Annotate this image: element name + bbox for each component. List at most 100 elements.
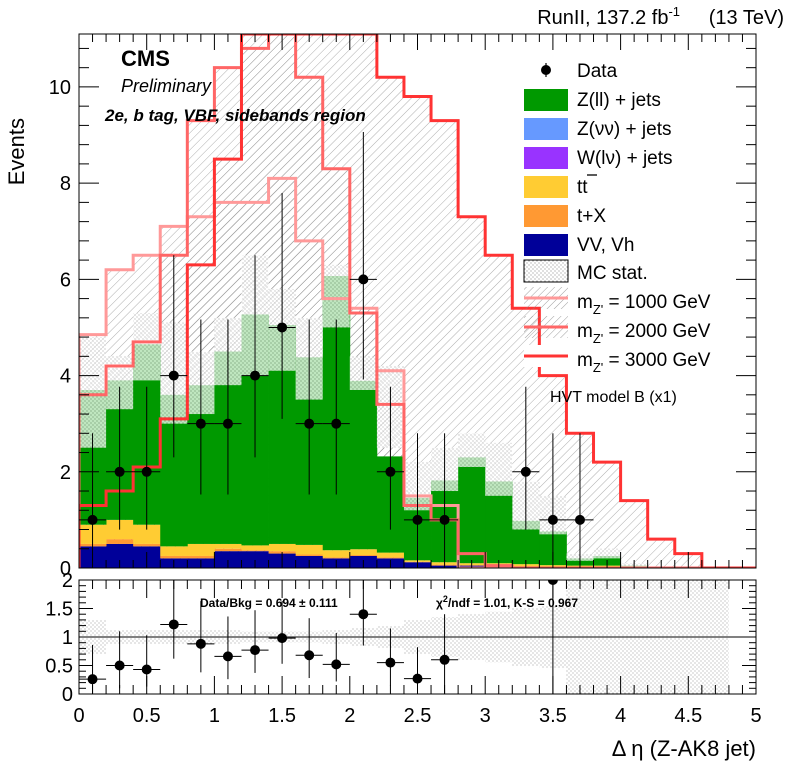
- ratio-point: [304, 650, 314, 660]
- legend-zll: Z(ll) + jets: [524, 89, 661, 111]
- stack-bar-tx: [350, 555, 377, 556]
- ratio-point: [385, 658, 395, 668]
- data-point: [413, 515, 423, 525]
- svg-text:t+X: t+X: [577, 206, 606, 227]
- mc-stat-band: [485, 443, 512, 496]
- mc-stat-band: [458, 433, 485, 467]
- legend-tt: tt: [524, 175, 597, 198]
- svg-text:MC stat.: MC stat.: [577, 263, 648, 284]
- data-point: [521, 467, 531, 477]
- mc-stat-band: [133, 313, 160, 380]
- main-ytick-label: 2: [60, 462, 71, 484]
- ratio-point: [115, 661, 125, 671]
- data-point: [169, 371, 179, 381]
- svg-text:W(lν) + jets: W(lν) + jets: [577, 148, 673, 169]
- svg-text:mZ' = 3000 GeV: mZ' = 3000 GeV: [577, 350, 711, 375]
- energy-label: (13 TeV): [709, 7, 784, 29]
- svg-text:mZ' = 2000 GeV: mZ' = 2000 GeV: [577, 321, 711, 346]
- svg-text:tt: tt: [577, 177, 588, 198]
- ratio-xtick-label: 5: [750, 705, 761, 727]
- legend-tx: t+X: [524, 205, 606, 227]
- ratio-xtick-label: 3.5: [539, 705, 567, 727]
- ratio-ytick-label: 0: [62, 684, 73, 706]
- lumi-label: RunII, 137.2 fb-1: [537, 4, 680, 29]
- stack-bar-tx: [160, 556, 187, 558]
- ratio-chi2: χ2/ndf = 1.01, K-S = 0.967: [436, 594, 578, 610]
- data-point: [223, 419, 233, 429]
- mc-stat-band: [323, 265, 350, 328]
- stack-bar-tx: [241, 550, 268, 551]
- ratio-ytick-label: 1: [62, 627, 73, 649]
- legend: Data Z(ll) + jets Z(νν) + jets W(lν) + j…: [524, 61, 711, 406]
- ratio-point: [440, 655, 450, 665]
- main-ytick-label: 6: [60, 269, 71, 291]
- stack-bar-tx: [106, 539, 133, 544]
- ratio-point: [331, 659, 341, 669]
- legend-sig1: mZ' = 1000 GeV: [524, 287, 711, 317]
- svg-text:mZ' = 1000 GeV: mZ' = 1000 GeV: [577, 292, 711, 317]
- stack-bar-tt: [160, 546, 187, 556]
- ratio-ytick-label: 2: [62, 570, 73, 592]
- ratio-point: [358, 609, 368, 619]
- mc-stat-band: [79, 337, 106, 448]
- stack-bar-tx: [187, 556, 214, 558]
- x-axis-title: Δ η (Z-AK8 jet): [612, 736, 756, 761]
- legend-wln: W(lν) + jets: [524, 147, 673, 169]
- ratio-point: [250, 645, 260, 655]
- stack-bar-zll: [350, 381, 377, 549]
- legend-vv: VV, Vh: [524, 234, 634, 256]
- legend-data: Data: [541, 61, 618, 82]
- main-ytick-label: 10: [49, 77, 71, 99]
- stack-bar-tx: [377, 557, 404, 558]
- mc-stat-band: [594, 549, 621, 559]
- ratio-ytick-label: 1.5: [45, 599, 73, 621]
- data-point: [304, 419, 314, 429]
- stack-bar-tx: [296, 555, 323, 556]
- ratio-xtick-label: 2.5: [404, 705, 432, 727]
- ratio-point: [88, 674, 98, 684]
- data-point: [358, 274, 368, 284]
- legend-mcstat: MC stat.: [524, 260, 648, 284]
- data-point: [250, 371, 260, 381]
- legend-sig2: mZ' = 2000 GeV: [524, 316, 711, 346]
- region-label: 2e, b tag, VBF, sidebands region: [104, 106, 366, 125]
- svg-text:VV, Vh: VV, Vh: [577, 235, 634, 256]
- ratio-xtick-label: 4: [615, 705, 626, 727]
- y-axis-title: Events: [4, 118, 29, 185]
- ratio-xtick-label: 1.5: [268, 705, 296, 727]
- svg-text:Z(νν) + jets: Z(νν) + jets: [577, 119, 671, 140]
- stack-bar-tt: [269, 544, 296, 551]
- ratio-ytick-label: 0.5: [45, 656, 73, 678]
- stack-bar-tt: [214, 544, 241, 549]
- data-point: [575, 515, 585, 525]
- legend-sig3: mZ' = 3000 GeV: [524, 345, 711, 375]
- stack-bar-tx: [133, 544, 160, 546]
- data-point: [385, 467, 395, 477]
- svg-text:Z(ll) + jets: Z(ll) + jets: [577, 90, 661, 111]
- data-point: [196, 419, 206, 429]
- stack-bar-tt: [187, 544, 214, 556]
- data-point: [277, 322, 287, 332]
- data-point: [548, 515, 558, 525]
- ratio-xtick-label: 1: [209, 705, 220, 727]
- data-point: [88, 515, 98, 525]
- preliminary-label: Preliminary: [121, 76, 212, 96]
- ratio-xtick-label: 3: [480, 705, 491, 727]
- main-ytick-label: 4: [60, 366, 71, 388]
- ratio-xtick-label: 0.5: [133, 705, 161, 727]
- ratio-point: [277, 633, 287, 643]
- ratio-xtick-label: 4.5: [674, 705, 702, 727]
- data-point: [142, 467, 152, 477]
- data-point: [331, 419, 341, 429]
- stack-bar-zll: [458, 457, 485, 563]
- stack-bar-tt: [350, 549, 377, 555]
- ratio-point: [169, 619, 179, 629]
- stack-bar-tx: [323, 557, 350, 558]
- stack-bar-tt: [377, 553, 404, 558]
- ratio-xtick-label: 2: [344, 705, 355, 727]
- stack-bar-tt: [323, 550, 350, 557]
- legend-znn: Z(νν) + jets: [524, 118, 671, 140]
- legend-model: HVT model B (x1): [550, 389, 677, 406]
